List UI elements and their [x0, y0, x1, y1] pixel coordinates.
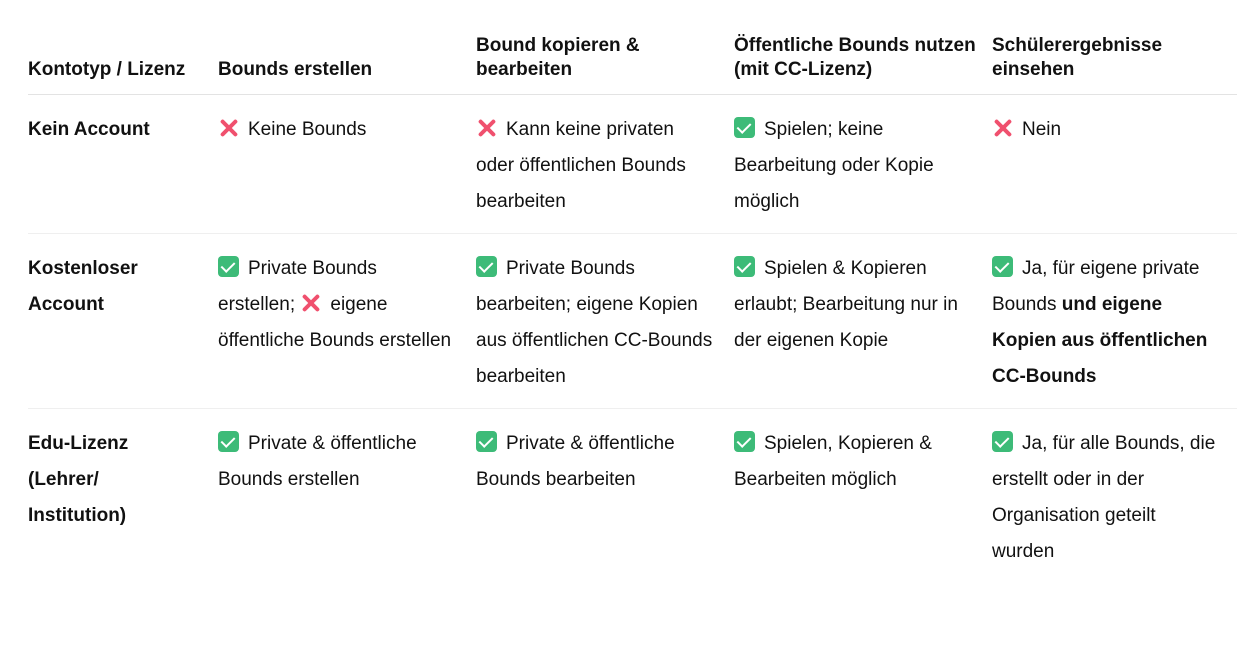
check-mark-icon — [734, 255, 755, 277]
cross-mark-icon — [218, 117, 239, 138]
cell-text: Private & öffentliche Bounds bearbeiten — [476, 432, 675, 490]
table-row: Kostenloser Account Private Bounds erstel… — [28, 233, 1237, 409]
header-copy-edit: Bound kopieren & bearbeiten — [476, 0, 734, 95]
table-row: Kein Account Keine Bounds Kann keine priva… — [28, 94, 1237, 234]
row-label: Kostenloser Account — [28, 233, 218, 409]
cell-text: Kann keine privaten oder öffentlichen Bo… — [476, 118, 686, 212]
table-cell: Spielen, Kopieren & Bearbeiten möglich — [734, 408, 992, 583]
bold-text: und eigene Kopien aus öffentlichen CC-Bo… — [992, 293, 1208, 387]
row-label: Kein Account — [28, 94, 218, 234]
table-cell: Private & öffentliche Bounds erstellen — [218, 408, 476, 583]
cell-text: Private Bounds bearbeiten; eigene Kopien… — [476, 257, 713, 387]
cell-text: Spielen; keine Bearbeitung oder Kopie mö… — [734, 118, 934, 212]
table-cell: Ja, für eigene private Bounds und eigene… — [992, 233, 1237, 409]
table-cell: Spielen & Kopieren erlaubt; Bearbeitung … — [734, 233, 992, 409]
cell-text: eigene öffentliche Bounds erstellen — [218, 293, 452, 351]
cross-mark-icon — [476, 117, 497, 138]
table-cell: Ja, für alle Bounds, die erstellt oder i… — [992, 408, 1237, 583]
cell-text: Ja, für alle Bounds, die erstellt oder i… — [992, 432, 1216, 562]
table-cell: Kann keine privaten oder öffentlichen Bo… — [476, 94, 734, 234]
check-mark-icon — [218, 430, 239, 452]
header-account-type: Kontotyp / Lizenz — [28, 0, 218, 95]
check-mark-icon — [992, 255, 1013, 277]
cell-text: Private Bounds erstellen; — [218, 257, 377, 315]
header-public-use: Öffentliche Bounds nutzen (mit CC-Lizenz… — [734, 0, 992, 95]
table-cell: Keine Bounds — [218, 94, 476, 234]
cell-text: Ja, für eigene private Bounds — [992, 257, 1200, 315]
header-row: Kontotyp / Lizenz Bounds erstellen Bound… — [28, 0, 1237, 95]
table-cell: Spielen; keine Bearbeitung oder Kopie mö… — [734, 94, 992, 234]
cell-text: Spielen & Kopieren erlaubt; Bearbeitung … — [734, 257, 958, 351]
header-create: Bounds erstellen — [218, 0, 476, 95]
cell-text: Nein — [1022, 118, 1062, 140]
cross-mark-icon — [992, 117, 1013, 138]
permissions-table: Kontotyp / Lizenz Bounds erstellen Bound… — [28, 0, 1237, 583]
cross-mark-icon — [300, 292, 321, 313]
cell-text: Spielen, Kopieren & Bearbeiten möglich — [734, 432, 932, 490]
check-mark-icon — [476, 255, 497, 277]
check-mark-icon — [476, 430, 497, 452]
cell-text: Private & öffentliche Bounds erstellen — [218, 432, 417, 490]
check-mark-icon — [734, 116, 755, 138]
cell-text: Keine Bounds — [248, 118, 367, 140]
check-mark-icon — [734, 430, 755, 452]
table-cell: Private Bounds erstellen; eigene öffentl… — [218, 233, 476, 409]
table-cell: Private Bounds bearbeiten; eigene Kopien… — [476, 233, 734, 409]
table-row: Edu-Lizenz (Lehrer/ Institution) Private … — [28, 408, 1237, 583]
check-mark-icon — [218, 255, 239, 277]
check-mark-icon — [992, 430, 1013, 452]
table-cell: Nein — [992, 94, 1237, 234]
row-label: Edu-Lizenz (Lehrer/ Institution) — [28, 432, 129, 526]
table-cell: Private & öffentliche Bounds bearbeiten — [476, 408, 734, 583]
header-student-results: Schülerergebnisse einsehen — [992, 0, 1237, 95]
